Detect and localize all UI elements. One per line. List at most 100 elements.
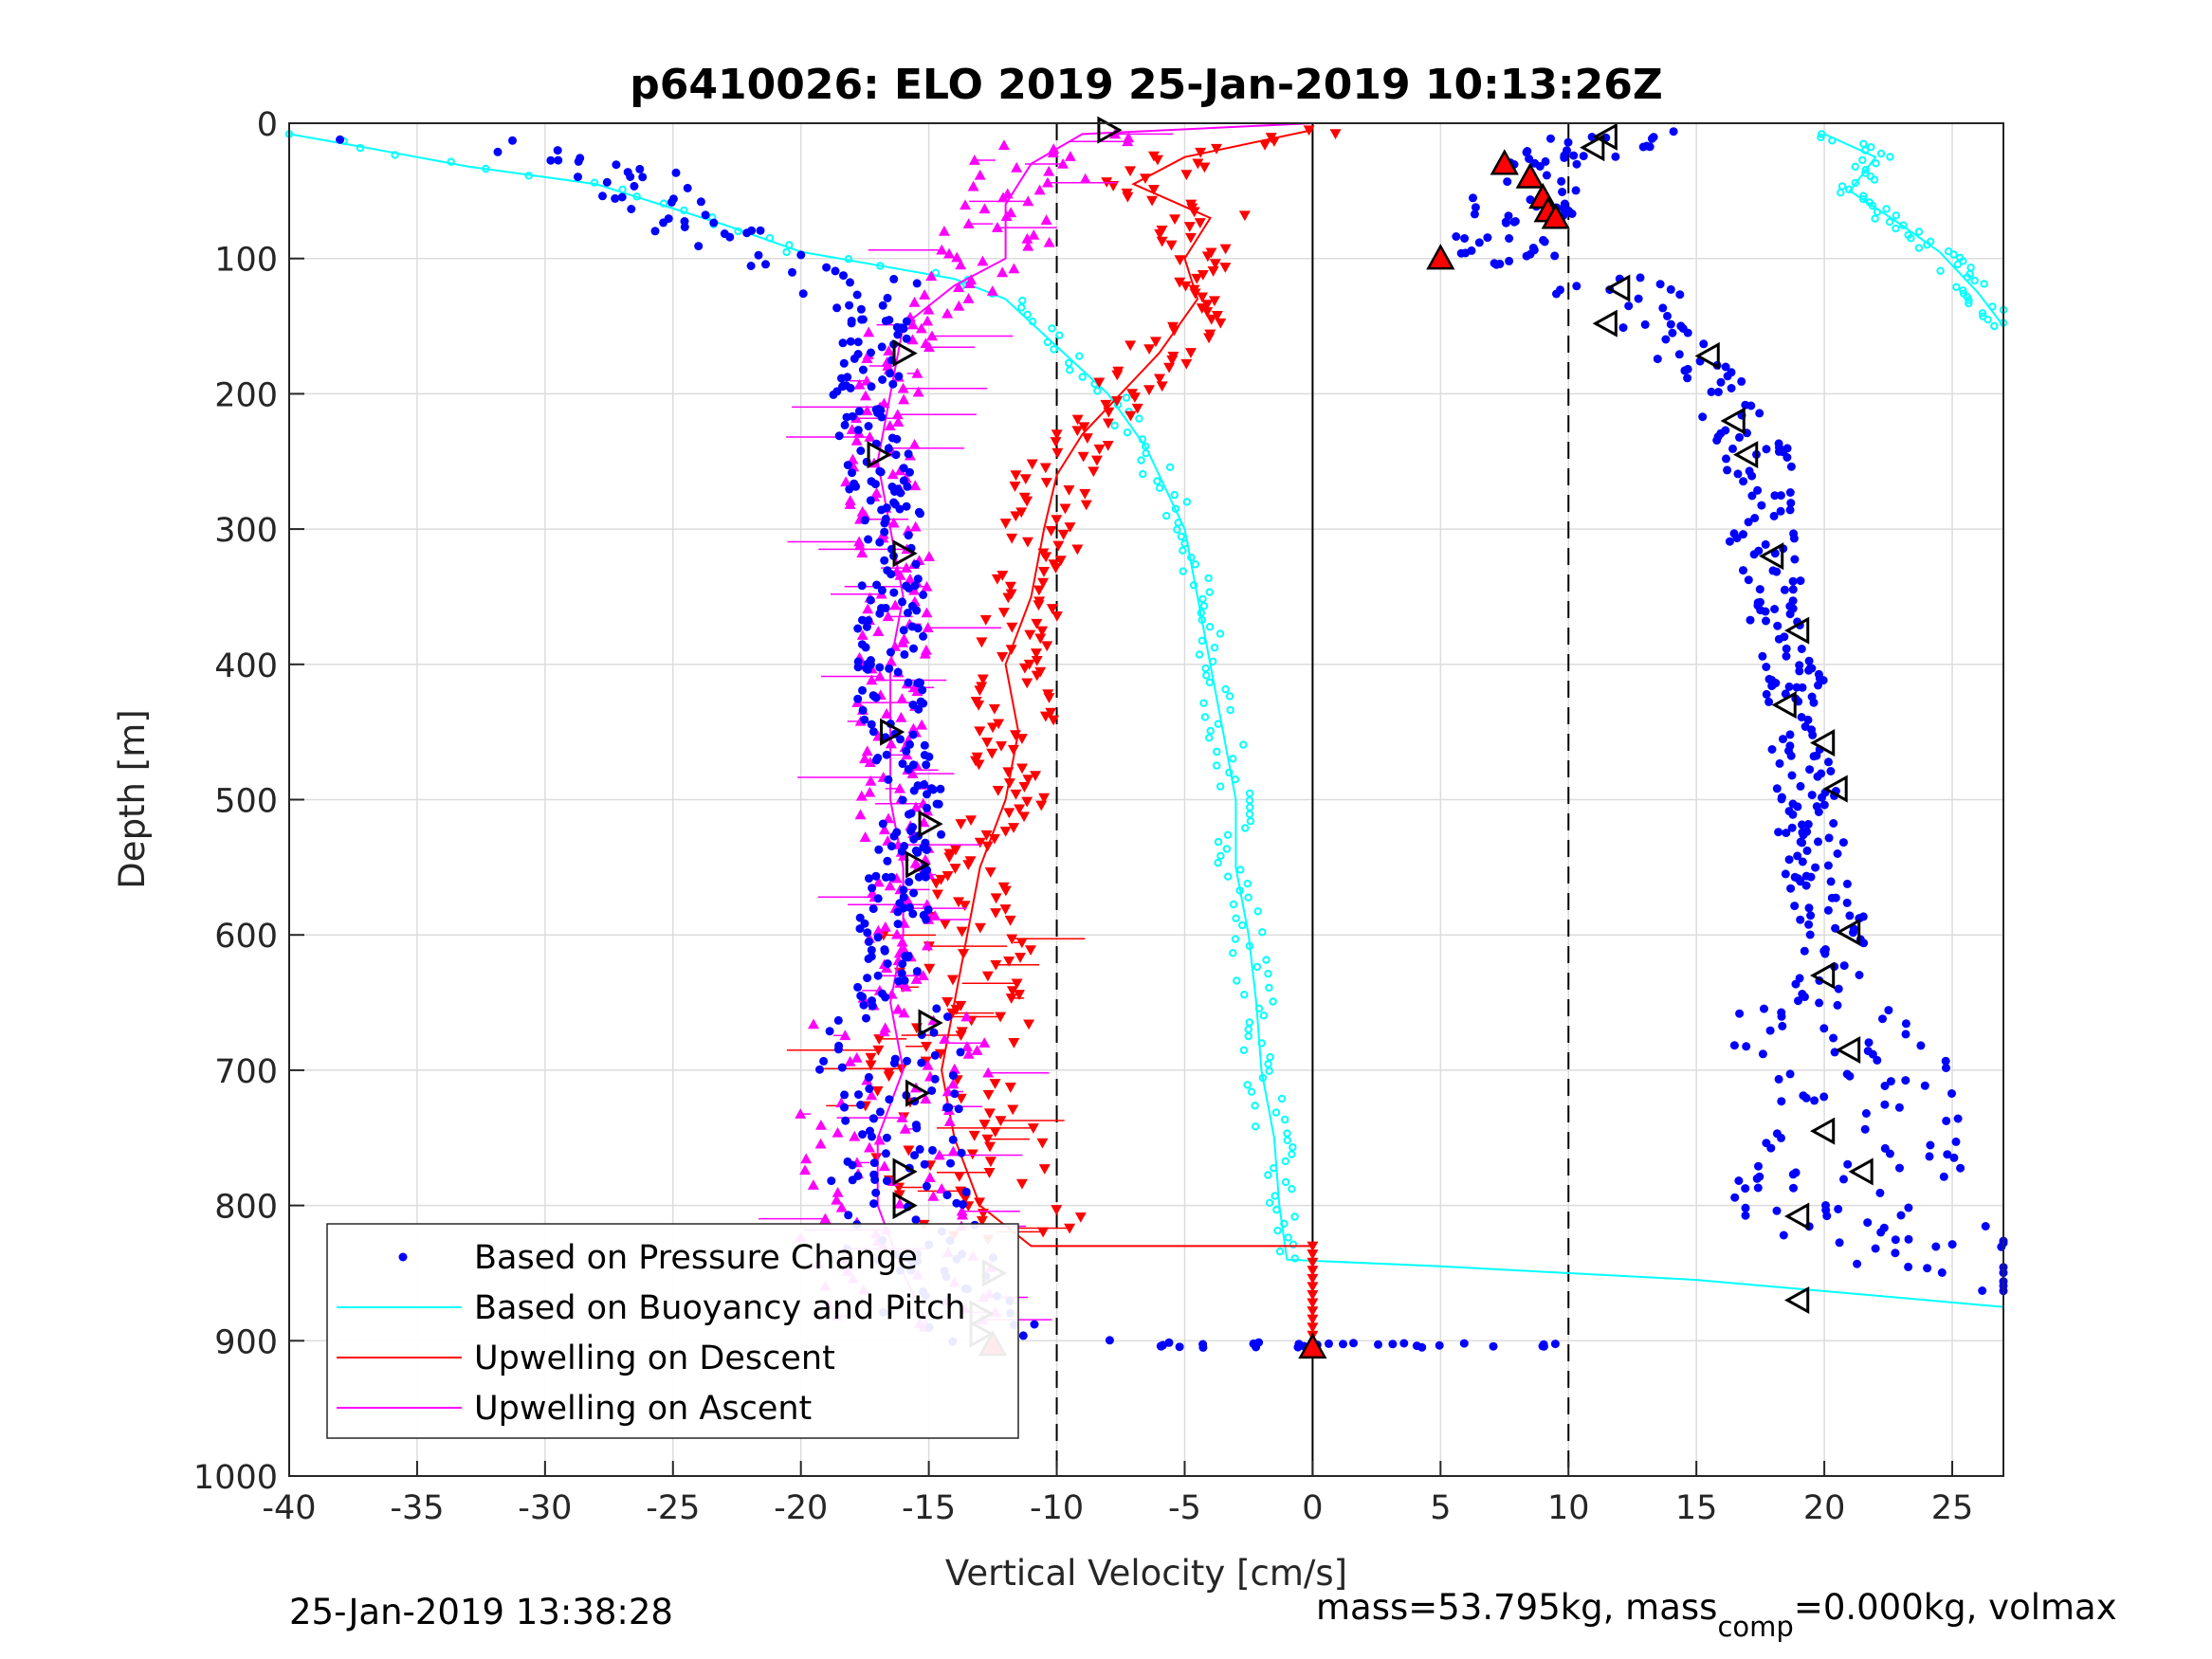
- buoyancy-point: [1162, 511, 1171, 520]
- buoyancy-point: [1244, 893, 1252, 902]
- upwelling-ascent-marker: [910, 974, 923, 984]
- upwelling-descent-marker: [1184, 348, 1197, 358]
- upwelling-ascent-marker: [953, 300, 965, 311]
- upwelling-ascent-marker: [1057, 157, 1069, 169]
- pressure-change-point: [1804, 920, 1814, 929]
- pressure-change-point: [1884, 1006, 1893, 1015]
- pressure-change-point: [630, 181, 639, 191]
- upwelling-descent-marker: [1143, 344, 1156, 356]
- upwelling-descent-marker: [1031, 655, 1043, 666]
- upwelling-descent-marker: [1015, 507, 1028, 519]
- buoyancy-point: [1048, 324, 1056, 333]
- pressure-change-point: [1495, 259, 1505, 268]
- buoyancy-point: [1236, 866, 1245, 874]
- pressure-change-point: [1829, 1033, 1838, 1043]
- pressure-change-point: [1864, 1038, 1874, 1048]
- upwelling-descent-marker: [953, 897, 965, 908]
- upwelling-descent-marker: [1191, 273, 1203, 284]
- upwelling-descent-marker: [984, 1157, 996, 1168]
- pressure-change-point: [1734, 1176, 1744, 1185]
- upwelling-descent-marker: [1036, 626, 1049, 637]
- upwelling-ascent-marker: [1022, 195, 1034, 207]
- buoyancy-point: [1191, 560, 1200, 569]
- pressure-change-point: [1744, 575, 1753, 585]
- pressure-change-point: [1469, 193, 1477, 203]
- upwelling-ascent-marker: [878, 1026, 890, 1037]
- pressure-change-point: [825, 1027, 834, 1036]
- y-axis-label: Depth [m]: [112, 709, 153, 888]
- pressure-change-point: [1452, 232, 1461, 241]
- pressure-change-point: [1663, 311, 1672, 320]
- buoyancy-point: [1873, 208, 1882, 217]
- pressure-change-point: [1796, 915, 1805, 924]
- upwelling-descent-marker: [1051, 1205, 1063, 1215]
- buoyancy-point: [1204, 574, 1213, 583]
- plot-series: [284, 116, 2008, 1359]
- profile-marker-left: [1836, 918, 1861, 946]
- pressure-change-point: [904, 609, 912, 617]
- profile-marker-left: [1605, 274, 1631, 302]
- upwelling-ascent-marker: [892, 416, 905, 428]
- pressure-change-point: [1746, 615, 1755, 625]
- upwelling-ascent-marker: [889, 599, 902, 611]
- pressure-change-point: [822, 263, 832, 272]
- upwelling-descent-marker: [1030, 648, 1042, 659]
- pressure-change-point: [1806, 911, 1816, 921]
- upwelling-descent-marker: [974, 685, 986, 697]
- pressure-change-point: [886, 647, 895, 657]
- buoyancy-point: [1252, 1122, 1260, 1131]
- upwelling-descent-marker: [1183, 222, 1196, 232]
- buoyancy-point: [1253, 907, 1262, 916]
- pressure-change-point: [1739, 566, 1747, 575]
- upwelling-ascent-marker: [831, 1194, 843, 1205]
- upwelling-ascent-marker: [872, 626, 885, 636]
- pressure-change-point: [1767, 745, 1777, 754]
- upwelling-descent-marker: [999, 826, 1012, 837]
- pressure-change-point: [1895, 1163, 1904, 1173]
- upwelling-descent-marker: [865, 1060, 877, 1071]
- upwelling-ascent-marker: [884, 420, 896, 430]
- buoyancy-point: [1265, 1066, 1273, 1075]
- pressure-change-point: [1804, 903, 1814, 913]
- pressure-change-point: [1766, 1143, 1776, 1153]
- buoyancy-point: [1222, 845, 1232, 853]
- pressure-change-point: [883, 959, 892, 968]
- pressure-change-point: [1560, 151, 1569, 160]
- buoyancy-point: [1205, 623, 1215, 631]
- upwelling-ascent-marker: [832, 1186, 844, 1197]
- pressure-change-point: [936, 784, 945, 793]
- buoyancy-point: [1245, 941, 1254, 951]
- pressure-change-point: [856, 447, 866, 455]
- upwelling-ascent-marker: [947, 1145, 960, 1157]
- pressure-change-point: [1925, 1152, 1934, 1161]
- pressure-change-point: [1824, 833, 1834, 843]
- buoyancy-point: [1226, 705, 1234, 715]
- pressure-change-point: [1797, 645, 1806, 653]
- pressure-change-point: [923, 790, 931, 799]
- pressure-change-point: [904, 678, 913, 687]
- upwelling-ascent-marker: [840, 476, 852, 487]
- mass-suffix: =0.000kg, volmax: [1794, 1587, 2117, 1628]
- pressure-change-point: [877, 604, 886, 612]
- buoyancy-point: [1264, 969, 1272, 978]
- pressure-change-point: [1782, 444, 1792, 453]
- pressure-change-point: [889, 588, 899, 597]
- pressure-change-point: [873, 894, 883, 903]
- buoyancy-point: [1876, 149, 1886, 158]
- upwelling-ascent-marker: [891, 409, 904, 420]
- buoyancy-point: [1870, 175, 1879, 184]
- upwelling-descent-marker: [1021, 537, 1033, 548]
- pressure-change-point: [858, 705, 868, 715]
- upwelling-descent-marker: [1052, 540, 1065, 552]
- pressure-change-point: [1739, 477, 1748, 486]
- pressure-change-point: [1735, 1009, 1745, 1018]
- pressure-change-point: [880, 556, 889, 565]
- upwelling-descent-marker: [1059, 503, 1071, 515]
- pressure-change-point: [1814, 837, 1822, 847]
- pressure-change-point: [837, 1063, 847, 1072]
- pressure-change-point: [957, 1148, 966, 1158]
- pressure-change-point: [899, 464, 908, 473]
- surface-marker: [1541, 203, 1570, 229]
- buoyancy-point: [680, 206, 688, 215]
- upwelling-ascent-marker: [922, 1059, 934, 1070]
